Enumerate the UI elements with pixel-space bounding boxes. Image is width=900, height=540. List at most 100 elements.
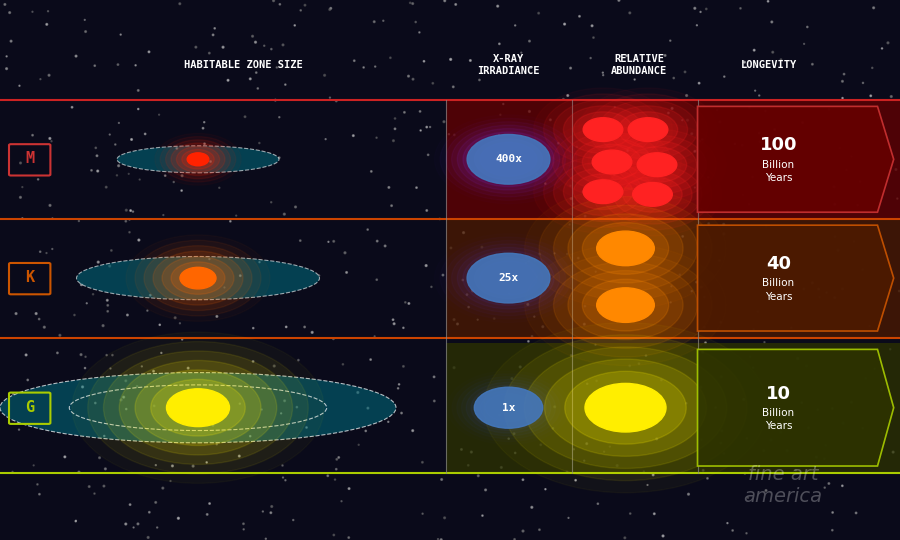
Text: Billion
Years: Billion Years (762, 279, 795, 301)
Text: 25x: 25x (499, 273, 518, 283)
Circle shape (598, 129, 716, 200)
Point (654, 181, 669, 190)
Point (646, 470, 661, 479)
Point (114, 396, 129, 404)
Point (569, 476, 583, 484)
Point (248, 38, 263, 46)
Circle shape (572, 138, 652, 186)
Circle shape (603, 165, 702, 224)
Point (827, 293, 842, 302)
Point (699, 5, 714, 14)
Point (203, 157, 218, 166)
Circle shape (135, 240, 261, 316)
Circle shape (554, 262, 698, 348)
Ellipse shape (0, 373, 396, 443)
Point (492, 411, 507, 420)
Point (822, 479, 836, 488)
Circle shape (151, 379, 245, 436)
Bar (446, 100, 900, 219)
Point (278, 476, 293, 484)
Point (886, 448, 900, 456)
Point (150, 523, 165, 532)
Point (738, 469, 752, 477)
Point (529, 170, 544, 178)
Point (678, 68, 692, 76)
Point (329, 455, 344, 464)
Point (327, 237, 341, 246)
Point (844, 152, 859, 161)
Circle shape (554, 205, 698, 292)
Circle shape (554, 162, 652, 221)
Circle shape (583, 118, 623, 141)
Point (156, 211, 170, 219)
Point (819, 288, 833, 297)
Circle shape (562, 132, 662, 192)
Point (279, 322, 293, 331)
Point (403, 0, 418, 7)
Point (29, 309, 43, 318)
Point (680, 399, 694, 408)
Point (116, 393, 130, 401)
Point (768, 125, 782, 134)
Point (672, 271, 687, 279)
Point (417, 57, 431, 65)
Point (752, 129, 767, 137)
Point (877, 380, 891, 388)
Point (286, 516, 301, 524)
Point (716, 230, 731, 238)
Point (166, 462, 180, 470)
Point (264, 198, 278, 207)
Polygon shape (698, 106, 894, 212)
Point (169, 144, 184, 153)
Circle shape (457, 247, 560, 309)
Point (585, 22, 599, 30)
Point (171, 514, 185, 523)
Point (45, 214, 59, 223)
Circle shape (593, 159, 712, 230)
Point (580, 440, 594, 448)
Point (735, 191, 750, 199)
Polygon shape (698, 349, 894, 466)
Point (864, 91, 878, 100)
Point (580, 380, 594, 388)
Point (536, 322, 550, 331)
Point (401, 299, 416, 308)
Point (577, 320, 591, 328)
Point (888, 165, 900, 174)
Point (409, 18, 423, 26)
Point (323, 93, 338, 102)
Point (53, 331, 68, 340)
Point (712, 256, 726, 265)
Point (91, 167, 105, 176)
Circle shape (467, 253, 550, 303)
Point (632, 359, 646, 368)
Point (356, 63, 371, 72)
Point (148, 498, 163, 507)
Point (448, 0, 463, 9)
Point (274, 409, 288, 417)
Circle shape (182, 150, 214, 169)
Point (15, 183, 30, 191)
Point (264, 508, 278, 517)
Point (321, 238, 336, 246)
Point (368, 62, 382, 71)
Point (566, 199, 580, 208)
Point (396, 362, 410, 370)
Circle shape (563, 168, 643, 215)
Point (154, 349, 168, 357)
Point (597, 447, 611, 456)
Text: M: M (25, 151, 34, 166)
Point (15, 214, 30, 222)
Point (435, 475, 449, 484)
Point (563, 181, 578, 190)
Point (562, 220, 577, 229)
Point (890, 194, 900, 203)
Point (141, 533, 156, 540)
Point (737, 58, 751, 66)
Point (358, 427, 373, 435)
Point (406, 426, 420, 435)
Point (381, 417, 395, 426)
Point (695, 135, 709, 144)
Point (229, 211, 243, 220)
Point (844, 398, 859, 407)
